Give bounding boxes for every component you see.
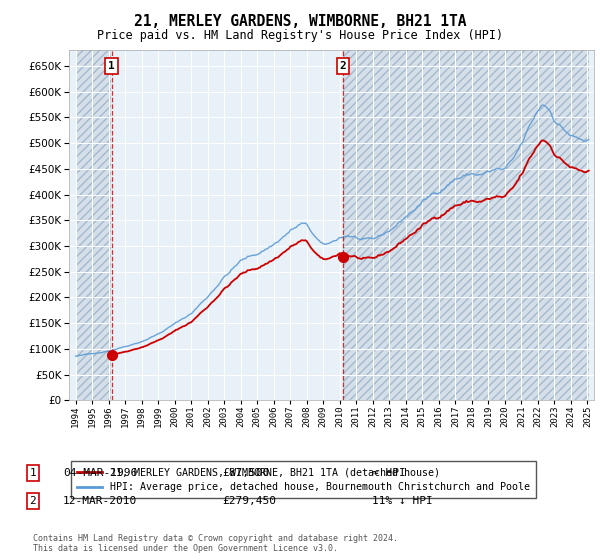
Text: 1: 1 — [29, 468, 37, 478]
Text: 2: 2 — [29, 496, 37, 506]
Legend: 21, MERLEY GARDENS, WIMBORNE, BH21 1TA (detached house), HPI: Average price, det: 21, MERLEY GARDENS, WIMBORNE, BH21 1TA (… — [71, 461, 536, 498]
Text: £279,450: £279,450 — [222, 496, 276, 506]
Text: 12-MAR-2010: 12-MAR-2010 — [63, 496, 137, 506]
Text: 2: 2 — [340, 61, 346, 71]
Text: £87,500: £87,500 — [222, 468, 269, 478]
Text: 04-MAR-1996: 04-MAR-1996 — [63, 468, 137, 478]
Text: Contains HM Land Registry data © Crown copyright and database right 2024.
This d: Contains HM Land Registry data © Crown c… — [33, 534, 398, 553]
Text: Price paid vs. HM Land Registry's House Price Index (HPI): Price paid vs. HM Land Registry's House … — [97, 29, 503, 42]
Text: 11% ↓ HPI: 11% ↓ HPI — [372, 496, 433, 506]
Text: 21, MERLEY GARDENS, WIMBORNE, BH21 1TA: 21, MERLEY GARDENS, WIMBORNE, BH21 1TA — [134, 14, 466, 29]
Text: 1: 1 — [108, 61, 115, 71]
Text: ≈ HPI: ≈ HPI — [372, 468, 406, 478]
